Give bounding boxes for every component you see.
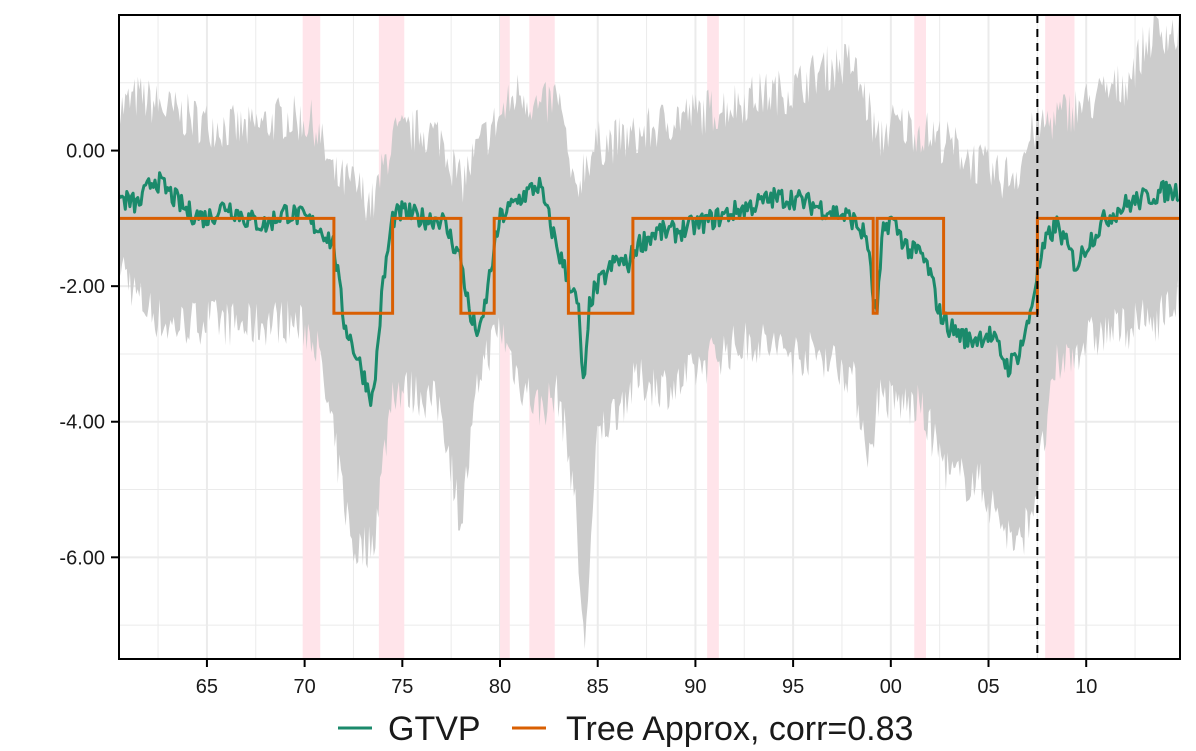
plot-panel-border [118, 14, 1181, 660]
y-tick-label--4.00: -4.00 [59, 412, 105, 434]
x-tick-label-75: 75 [391, 676, 413, 698]
y-tick-label--6.00: -6.00 [59, 547, 105, 569]
x-tick-label-85: 85 [587, 676, 609, 698]
legend-label-tree-approx: Tree Approx, corr=0.83 [566, 710, 913, 748]
tree-approx-series-line [119, 216, 1180, 315]
legend: GTVP Tree Approx, corr=0.83 [338, 710, 913, 748]
x-tick-label-95: 95 [782, 676, 804, 698]
confidence-band [119, 15, 1179, 649]
x-tick-label-70: 70 [294, 676, 316, 698]
gtvp-series-line [117, 171, 1180, 407]
x-axis: 65 70 75 80 85 90 95 00 05 10 [196, 659, 1097, 698]
y-tick-label--2.00: -2.00 [59, 276, 105, 298]
y-axis: 0.00 -2.00 -4.00 -6.00 [59, 141, 119, 569]
x-tick-label-65: 65 [196, 676, 218, 698]
legend-label-gtvp: GTVP [388, 710, 481, 748]
y-tick-label-0.00: 0.00 [66, 141, 105, 163]
x-tick-label-90: 90 [684, 676, 706, 698]
x-tick-label-05: 05 [977, 676, 999, 698]
x-tick-label-00: 00 [880, 676, 902, 698]
x-tick-label-10: 10 [1075, 676, 1097, 698]
x-tick-label-80: 80 [489, 676, 511, 698]
